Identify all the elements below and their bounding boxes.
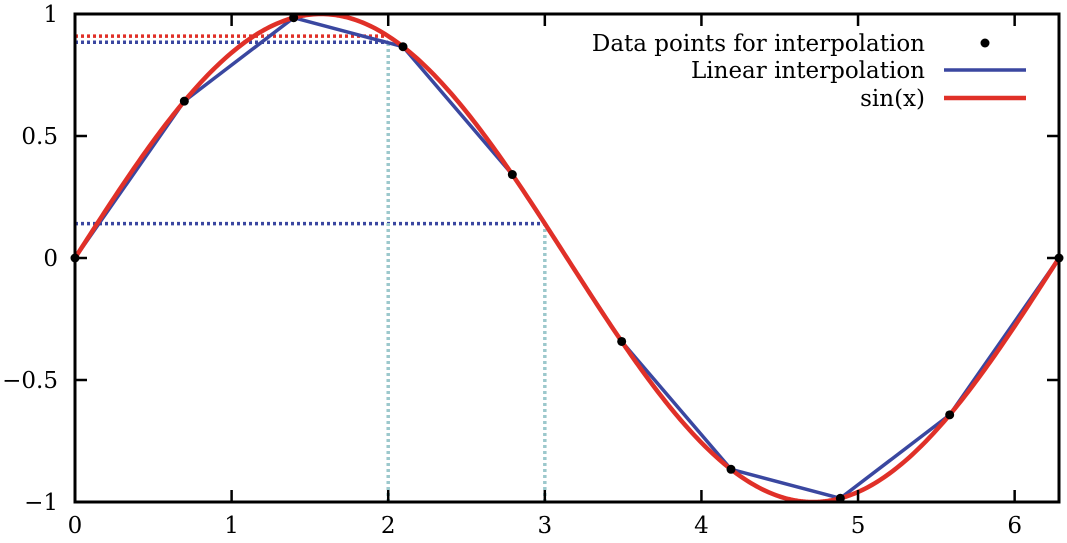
y-tick-label: −1	[24, 490, 58, 516]
x-tick-label: 0	[68, 513, 83, 538]
y-tick-label: −0.5	[2, 368, 58, 394]
y-tick-label: 0	[43, 246, 58, 272]
x-tick-label: 3	[538, 513, 553, 538]
data-point	[398, 42, 408, 52]
data-point	[617, 336, 627, 346]
reference-lines	[75, 34, 547, 502]
data-point	[507, 170, 517, 180]
legend-label: Data points for interpolation	[592, 31, 925, 57]
data-point	[179, 96, 189, 106]
legend-label: sin(x)	[860, 86, 925, 112]
x-tick-label: 1	[224, 513, 239, 538]
data-point	[945, 410, 955, 420]
y-tick-label: 0.5	[21, 124, 58, 150]
legend-label: Linear interpolation	[691, 58, 925, 84]
x-tick-label: 5	[851, 513, 866, 538]
axis-ticks: 0 1 2 3 4 5 6 −1 −0.5 0 0.5 1	[2, 2, 1059, 539]
legend-marker-point	[980, 38, 990, 48]
data-point	[726, 464, 736, 474]
series-line-sin-x	[75, 14, 1059, 502]
x-tick-label: 4	[694, 513, 709, 538]
series-layer	[75, 14, 1059, 502]
x-tick-label: 2	[381, 513, 396, 538]
y-tick-label: 1	[43, 2, 58, 28]
x-tick-label: 6	[1007, 513, 1022, 538]
